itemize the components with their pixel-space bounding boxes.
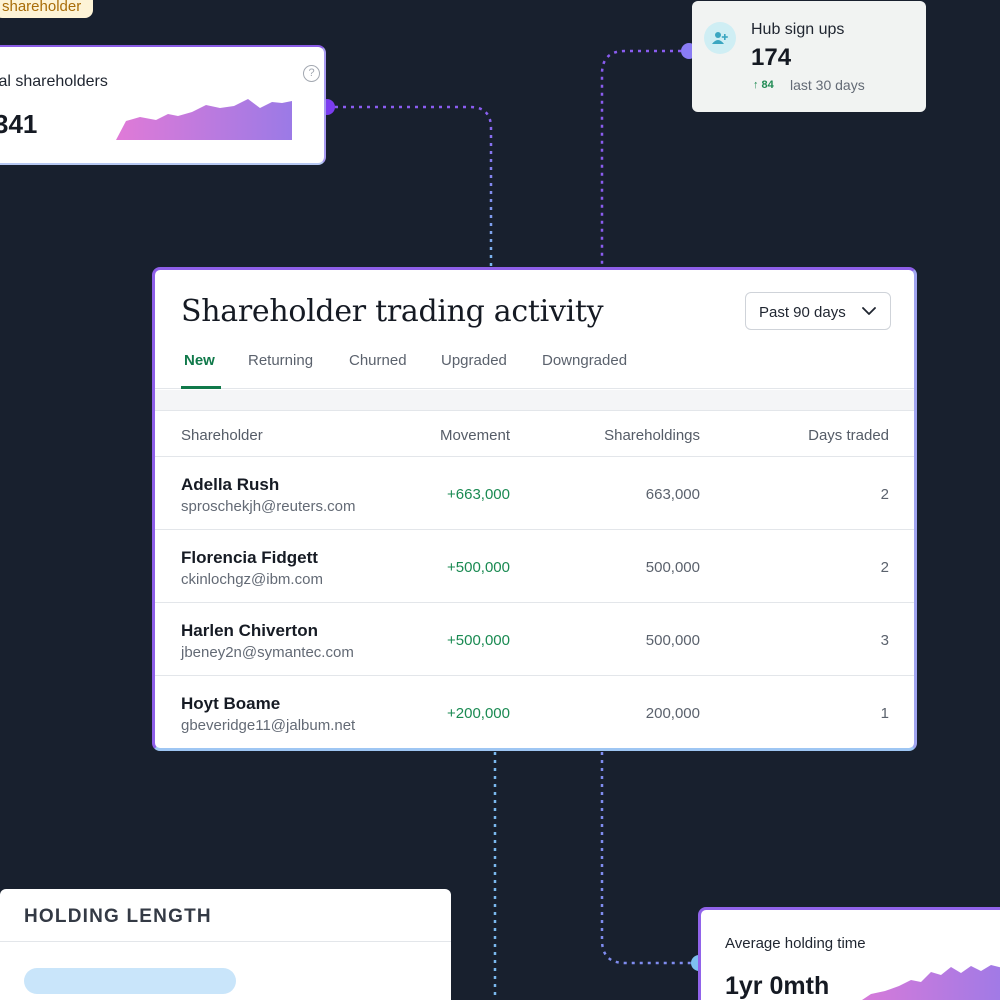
tab-new[interactable]: New bbox=[184, 352, 215, 369]
shareholder-email: gbeveridge11@jalbum.net bbox=[181, 717, 356, 734]
hub-icon-container bbox=[704, 22, 736, 54]
shareholder-email: ckinlochgz@ibm.com bbox=[181, 571, 323, 588]
total-shareholders-card[interactable]: tal shareholders 341 ? bbox=[0, 45, 326, 165]
shareholdings-value: 500,000 bbox=[645, 632, 700, 649]
holding-length-card[interactable]: HOLDING LENGTH bbox=[0, 889, 451, 1000]
movement-value: +500,000 bbox=[447, 632, 510, 649]
holding-length-bar bbox=[24, 968, 236, 994]
tab-churned[interactable]: Churned bbox=[349, 352, 407, 369]
tab-upgraded[interactable]: Upgraded bbox=[441, 352, 507, 369]
days-traded-value: 2 bbox=[880, 559, 889, 576]
connector-total-to-main bbox=[327, 105, 493, 268]
days-traded-value: 2 bbox=[880, 486, 889, 503]
table-header: Shareholder Movement Shareholdings Days … bbox=[155, 412, 914, 457]
tab-bar: New Returning Churned Upgraded Downgrade… bbox=[155, 348, 914, 389]
shareholder-badge: shareholder bbox=[0, 0, 94, 18]
days-traded-value: 1 bbox=[880, 705, 889, 722]
shareholder-email: jbeney2n@symantec.com bbox=[181, 644, 354, 661]
page-title: Shareholder trading activity bbox=[181, 294, 604, 329]
divider bbox=[0, 941, 451, 942]
column-header-movement[interactable]: Movement bbox=[439, 427, 510, 444]
column-header-shareholder[interactable]: Shareholder bbox=[181, 427, 263, 444]
shareholdings-value: 200,000 bbox=[645, 705, 700, 722]
table-toolbar bbox=[155, 390, 914, 411]
trading-activity-card: Shareholder trading activity Past 90 day… bbox=[152, 267, 917, 751]
movement-value: +200,000 bbox=[447, 705, 510, 722]
chevron-down-icon bbox=[862, 307, 876, 315]
shareholdings-value: 500,000 bbox=[645, 559, 700, 576]
connector-main-to-avg bbox=[600, 752, 699, 965]
column-header-shareholdings[interactable]: Shareholdings bbox=[604, 427, 700, 444]
total-shareholders-title: tal shareholders bbox=[0, 73, 108, 90]
table-row[interactable]: Florencia Fidgett ckinlochgz@ibm.com +50… bbox=[155, 530, 914, 603]
help-icon[interactable]: ? bbox=[303, 65, 320, 82]
tab-downgraded[interactable]: Downgraded bbox=[542, 352, 628, 369]
average-holding-time-card[interactable]: Average holding time 1yr 0mth bbox=[698, 907, 1000, 1000]
shareholder-email: sproschekjh@reuters.com bbox=[181, 498, 356, 515]
shareholder-name: Harlen Chiverton bbox=[181, 621, 318, 640]
hub-sign-ups-period: last 30 days bbox=[790, 77, 865, 93]
average-holding-time-title: Average holding time bbox=[725, 935, 866, 952]
shareholdings-value: 663,000 bbox=[645, 486, 700, 503]
column-header-days-traded[interactable]: Days traded bbox=[808, 427, 889, 444]
period-select[interactable]: Past 90 days bbox=[745, 292, 891, 330]
shareholder-name: Florencia Fidgett bbox=[181, 548, 318, 567]
active-tab-indicator bbox=[181, 386, 221, 389]
hub-sign-ups-delta: ↑ 84 bbox=[753, 79, 774, 91]
total-shareholders-value: 341 bbox=[0, 109, 38, 139]
table-row[interactable]: Hoyt Boame gbeveridge11@jalbum.net +200,… bbox=[155, 676, 914, 748]
shareholder-name: Hoyt Boame bbox=[181, 694, 281, 713]
total-shareholders-sparkline bbox=[116, 99, 292, 140]
holding-length-title: HOLDING LENGTH bbox=[24, 906, 212, 927]
table-row[interactable]: Adella Rush sproschekjh@reuters.com +663… bbox=[155, 457, 914, 530]
shareholder-name: Adella Rush bbox=[181, 475, 280, 494]
average-holding-time-sparkline bbox=[862, 965, 1000, 1000]
tab-returning[interactable]: Returning bbox=[248, 352, 314, 369]
period-select-value: Past 90 days bbox=[759, 304, 846, 321]
days-traded-value: 3 bbox=[880, 632, 889, 649]
user-plus-icon bbox=[712, 32, 728, 44]
hub-sign-ups-title: Hub sign ups bbox=[751, 21, 845, 38]
hub-sign-ups-value: 174 bbox=[751, 44, 792, 71]
movement-value: +500,000 bbox=[447, 559, 510, 576]
table-row[interactable]: Harlen Chiverton jbeney2n@symantec.com +… bbox=[155, 603, 914, 676]
average-holding-time-value: 1yr 0mth bbox=[725, 972, 830, 1000]
movement-value: +663,000 bbox=[447, 486, 510, 503]
hub-sign-ups-card[interactable]: Hub sign ups 174 ↑ 84 last 30 days bbox=[692, 1, 926, 112]
connector-hub-to-main bbox=[600, 49, 689, 268]
